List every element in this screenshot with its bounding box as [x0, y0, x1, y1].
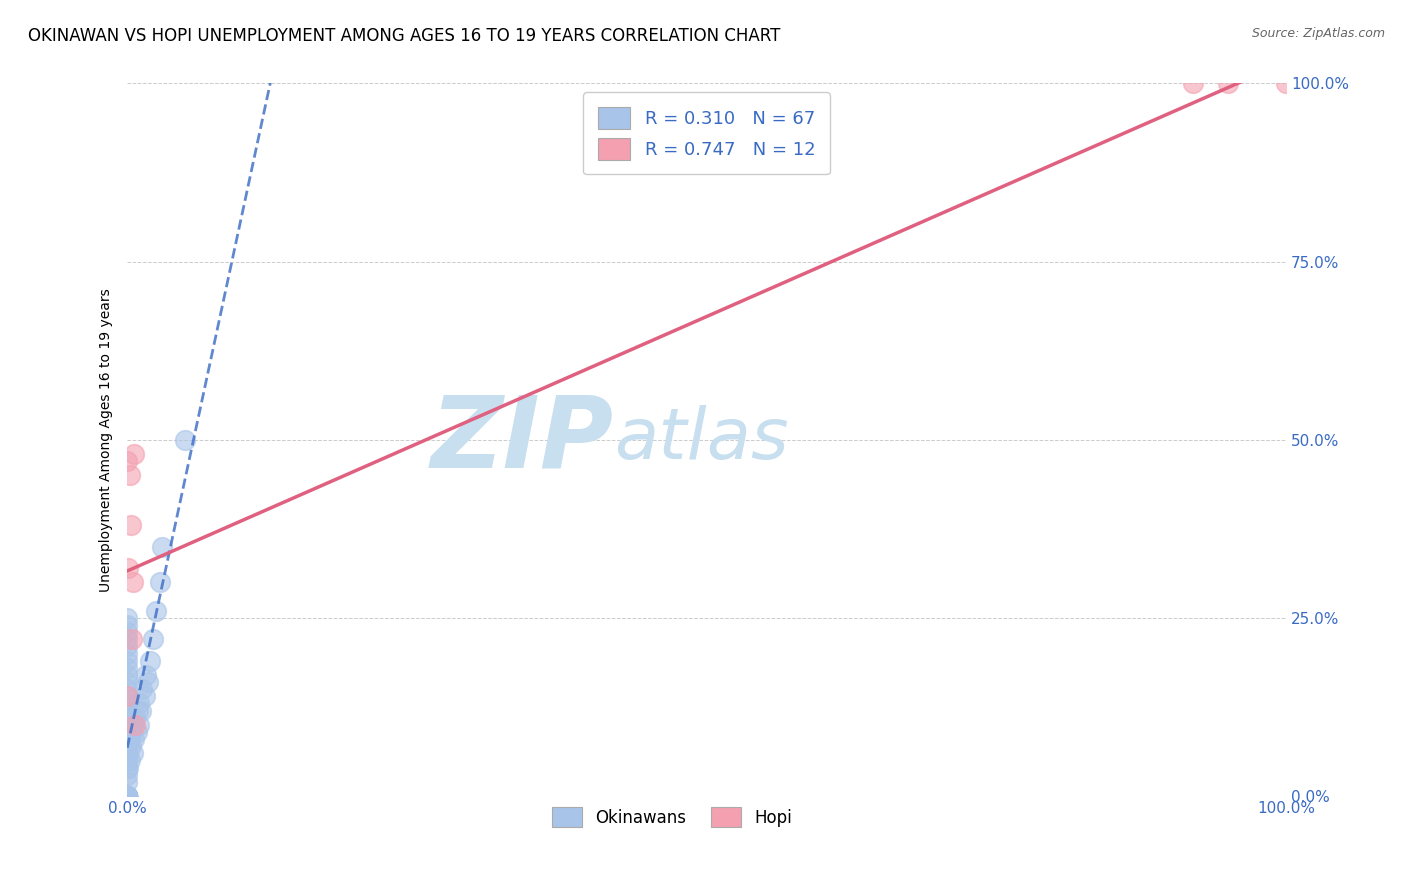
Point: [135, 668, 157, 682]
Point: [1275, 77, 1298, 91]
Point: [117, 789, 139, 803]
Point: [121, 632, 143, 647]
Point: [117, 789, 139, 803]
Point: [136, 675, 159, 690]
Point: [117, 747, 139, 761]
Point: [117, 704, 139, 718]
Point: [142, 632, 165, 647]
Point: [117, 718, 139, 732]
Point: [117, 789, 139, 803]
Point: [117, 789, 139, 803]
Point: [117, 789, 139, 803]
Point: [117, 625, 139, 640]
Point: [118, 754, 141, 768]
Point: [120, 518, 142, 533]
Legend: Okinawans, Hopi: Okinawans, Hopi: [546, 800, 799, 834]
Point: [117, 789, 139, 803]
Point: [131, 682, 153, 697]
Point: [117, 454, 139, 468]
Point: [117, 768, 139, 782]
Point: [118, 468, 141, 483]
Point: [117, 618, 139, 632]
Point: [134, 690, 156, 704]
Point: [117, 789, 139, 803]
Point: [118, 732, 141, 747]
Point: [117, 789, 139, 803]
Point: [117, 789, 139, 803]
Point: [117, 739, 139, 754]
Point: [117, 725, 139, 739]
Point: [122, 447, 145, 461]
Point: [117, 611, 139, 625]
Point: [117, 774, 139, 789]
Point: [117, 789, 139, 803]
Point: [117, 789, 139, 803]
Point: [125, 725, 148, 739]
Point: [129, 704, 152, 718]
Point: [117, 761, 139, 775]
Point: [117, 647, 139, 661]
Point: [117, 761, 139, 775]
Point: [1182, 77, 1205, 91]
Point: [150, 540, 173, 554]
Point: [117, 697, 139, 711]
Point: [117, 661, 139, 675]
Point: [1216, 77, 1239, 91]
Point: [117, 690, 139, 704]
Y-axis label: Unemployment Among Ages 16 to 19 years: Unemployment Among Ages 16 to 19 years: [100, 288, 114, 591]
Text: atlas: atlas: [614, 405, 789, 475]
Text: Source: ZipAtlas.com: Source: ZipAtlas.com: [1251, 27, 1385, 40]
Text: ZIP: ZIP: [430, 392, 614, 488]
Point: [128, 697, 150, 711]
Point: [124, 718, 146, 732]
Point: [122, 747, 145, 761]
Point: [121, 725, 143, 739]
Point: [117, 789, 139, 803]
Point: [117, 668, 139, 682]
Point: [117, 789, 139, 803]
Point: [122, 718, 145, 732]
Text: OKINAWAN VS HOPI UNEMPLOYMENT AMONG AGES 16 TO 19 YEARS CORRELATION CHART: OKINAWAN VS HOPI UNEMPLOYMENT AMONG AGES…: [28, 27, 780, 45]
Point: [117, 789, 139, 803]
Point: [117, 654, 139, 668]
Point: [117, 754, 139, 768]
Point: [117, 789, 139, 803]
Point: [149, 575, 172, 590]
Point: [127, 704, 149, 718]
Point: [117, 789, 139, 803]
Point: [117, 682, 139, 697]
Point: [124, 711, 146, 725]
Point: [117, 690, 139, 704]
Point: [117, 640, 139, 654]
Point: [117, 632, 139, 647]
Point: [117, 789, 139, 803]
Point: [117, 747, 139, 761]
Point: [117, 732, 139, 747]
Point: [117, 561, 139, 575]
Point: [117, 711, 139, 725]
Point: [117, 789, 139, 803]
Point: [174, 433, 197, 447]
Point: [145, 604, 167, 618]
Point: [128, 718, 150, 732]
Point: [120, 739, 142, 754]
Point: [122, 732, 145, 747]
Point: [117, 675, 139, 690]
Point: [122, 575, 145, 590]
Point: [139, 654, 162, 668]
